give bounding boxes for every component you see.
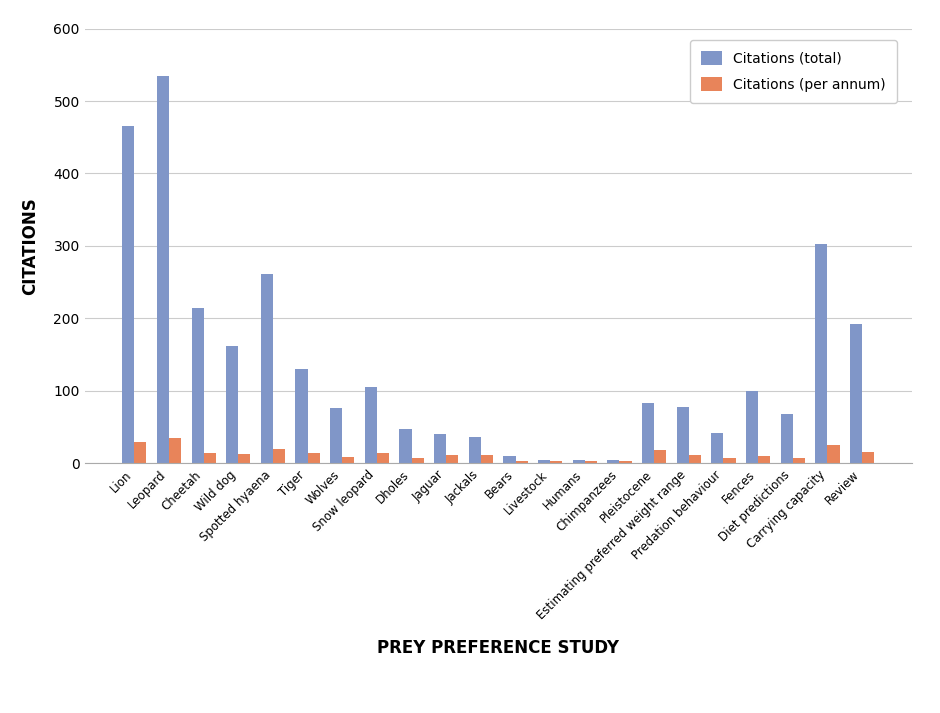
Bar [585, 461, 597, 463]
Bar [677, 407, 689, 463]
Bar [365, 387, 377, 463]
Bar [412, 458, 424, 463]
Bar [654, 451, 666, 463]
Bar [862, 452, 874, 463]
Bar [780, 414, 792, 463]
Bar [515, 461, 527, 463]
X-axis label: PREY PREFERENCE STUDY: PREY PREFERENCE STUDY [377, 639, 619, 657]
Bar [481, 455, 493, 463]
Bar [550, 461, 562, 463]
Bar [169, 438, 181, 463]
Bar [689, 455, 701, 463]
Bar [469, 436, 481, 463]
Bar [607, 460, 619, 463]
Bar [239, 454, 250, 463]
Bar [538, 460, 550, 463]
Bar [400, 429, 412, 463]
Bar [260, 274, 273, 463]
Y-axis label: CITATIONS: CITATIONS [22, 197, 39, 295]
Bar [758, 456, 770, 463]
Bar [850, 324, 862, 463]
Bar [446, 455, 459, 463]
Bar [192, 307, 204, 463]
Bar [342, 457, 354, 463]
Bar [204, 453, 216, 463]
Bar [307, 453, 320, 463]
Bar [227, 346, 239, 463]
Bar [273, 449, 285, 463]
Bar [434, 434, 446, 463]
Legend: Citations (total), Citations (per annum): Citations (total), Citations (per annum) [690, 40, 897, 103]
Bar [827, 446, 839, 463]
Bar [712, 433, 724, 463]
Bar [572, 460, 585, 463]
Bar [642, 403, 654, 463]
Bar [122, 126, 134, 463]
Bar [792, 458, 805, 463]
Bar [330, 409, 342, 463]
Bar [746, 391, 758, 463]
Bar [157, 76, 169, 463]
Bar [377, 453, 389, 463]
Bar [134, 443, 147, 463]
Bar [619, 461, 632, 463]
Bar [724, 458, 736, 463]
Bar [504, 456, 515, 463]
Bar [815, 244, 827, 463]
Bar [295, 369, 307, 463]
